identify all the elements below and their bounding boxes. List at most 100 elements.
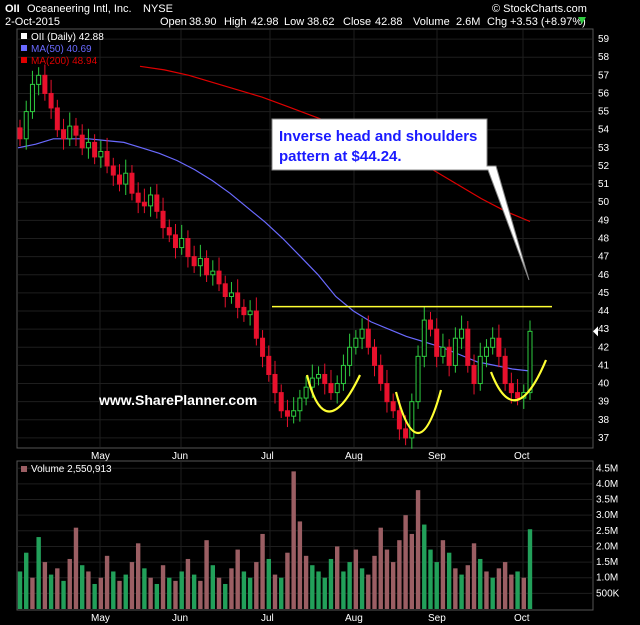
volume-bar <box>496 568 502 609</box>
candle-up <box>297 397 303 412</box>
price-axis: 37 38 39 40 41 42 43 44 45 46 47 48 49 50 51 52 53 54 55 56… <box>598 34 610 444</box>
watermark: www.SharePlanner.com <box>98 392 257 408</box>
candle-up <box>359 328 365 339</box>
candle-down <box>129 172 135 194</box>
price-month-label: Jul <box>261 451 274 462</box>
candle-down <box>73 125 79 136</box>
volume-bar <box>36 537 41 609</box>
candle-up <box>347 346 353 366</box>
volume-tick-label: 2.5M <box>596 526 618 537</box>
price-tick-label: 53 <box>598 143 610 154</box>
volume-bar <box>372 555 377 609</box>
price-tick-label: 40 <box>598 379 610 390</box>
volume-bar <box>415 490 421 609</box>
volume-bar <box>310 565 315 609</box>
candle-up <box>316 373 322 379</box>
volume-bar <box>446 552 452 609</box>
price-tick-label: 38 <box>598 415 610 426</box>
candle-down <box>216 270 222 285</box>
candle-up <box>148 194 154 207</box>
volume-bar <box>285 552 290 609</box>
candle-down <box>396 410 402 430</box>
volume-bar <box>111 571 116 609</box>
volume-bar <box>223 583 228 609</box>
candle-down <box>17 127 23 140</box>
volume-bar <box>359 568 365 609</box>
price-month-label: Sep <box>428 451 446 462</box>
candle-up <box>67 125 73 140</box>
candle-down <box>185 238 191 258</box>
price-candles <box>17 64 533 449</box>
volume-bar <box>154 583 160 609</box>
candle-up <box>85 141 91 149</box>
candle-down <box>502 355 508 385</box>
volume-bar <box>303 555 309 609</box>
volume-month-label: May <box>91 613 110 624</box>
volume-bar <box>397 540 402 609</box>
volume-bar <box>142 568 147 609</box>
price-panel-frame <box>16 28 594 449</box>
price-month-label: May <box>91 451 110 462</box>
volume-bar <box>198 580 203 609</box>
candle-down <box>222 283 228 298</box>
volume-bar <box>160 565 166 609</box>
last-price-marker <box>593 326 598 337</box>
candle-down <box>160 210 166 229</box>
legend-volume: Volume 2,550,913 <box>31 464 112 475</box>
candle-down <box>260 337 266 357</box>
candle-up <box>490 337 496 348</box>
volume-value: 2.6M <box>456 16 480 28</box>
legend-price: OII (Daily) 42.88 <box>31 32 104 43</box>
price-grid <box>18 30 592 447</box>
volume-bar <box>453 568 458 609</box>
volume-bar <box>235 549 240 609</box>
candle-down <box>135 192 141 203</box>
volume-bar <box>61 580 66 609</box>
right-shoulder-arc <box>489 359 548 402</box>
volume-bar <box>366 574 371 609</box>
candle-down <box>110 165 116 176</box>
volume-bar <box>185 558 191 609</box>
volume-panel-frame <box>16 460 594 611</box>
volume-bar <box>502 562 508 609</box>
volume-bar <box>167 577 172 609</box>
volume-tick-label: 1.0M <box>596 573 618 584</box>
legend-ma200-swatch <box>21 57 27 63</box>
price-tick-label: 54 <box>598 125 610 136</box>
candle-down <box>48 92 54 109</box>
volume-tick-label: 3.0M <box>596 510 618 521</box>
price-tick-label: 47 <box>598 252 610 263</box>
volume-bar <box>179 571 184 609</box>
candle-down <box>471 364 477 385</box>
candle-up <box>247 310 253 316</box>
head-arc <box>394 389 443 435</box>
candle-up <box>303 386 309 399</box>
volume-bar <box>515 571 520 609</box>
candle-down <box>141 201 147 207</box>
volume-bar <box>216 577 222 609</box>
volume-bar <box>86 571 91 609</box>
left-shoulder-arc <box>305 374 361 413</box>
volume-bar <box>129 562 135 609</box>
volume-bar <box>210 565 216 609</box>
candle-down <box>427 319 433 330</box>
volume-bar <box>384 549 390 609</box>
candle-down <box>79 134 85 149</box>
volume-bar <box>422 524 427 609</box>
candle-down <box>284 410 290 417</box>
candle-up <box>23 111 29 140</box>
price-tick-label: 59 <box>598 34 610 45</box>
low-value: 38.62 <box>307 16 335 28</box>
volume-bar <box>440 540 446 609</box>
volume-bar <box>347 562 352 609</box>
date: 2-Oct-2015 <box>5 16 60 28</box>
price-tick-label: 48 <box>598 234 610 245</box>
callout-line-1: Inverse head and shoulders <box>279 128 477 145</box>
volume-bar <box>117 580 122 609</box>
volume-bar <box>266 558 271 609</box>
candle-up <box>483 346 489 357</box>
volume-bars <box>17 471 533 609</box>
volume-bar <box>191 574 197 609</box>
volume-tick-label: 3.5M <box>596 495 618 506</box>
